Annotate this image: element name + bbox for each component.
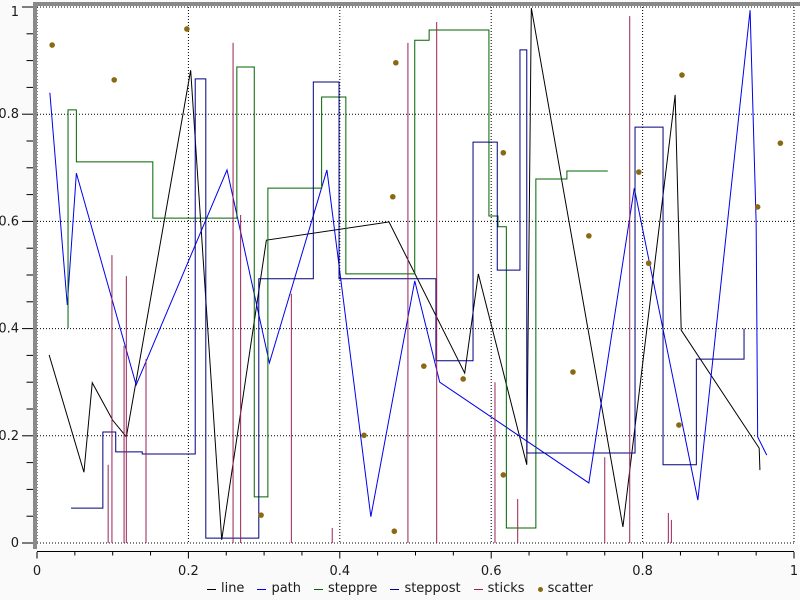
legend-label-line: line xyxy=(220,581,245,596)
legend-item-scatter: scatter xyxy=(537,581,594,597)
series-steppre xyxy=(67,29,608,529)
y-tick-label: 0.8 xyxy=(0,107,19,122)
y-tick-label: 1 xyxy=(11,5,19,20)
legend-label-sticks: sticks xyxy=(487,581,525,596)
x-tick-label: 0.8 xyxy=(632,564,653,579)
y-tick-label: 0.4 xyxy=(0,322,19,337)
legend-line-swatch xyxy=(206,588,216,590)
legend-scatter-dot-icon xyxy=(537,586,543,592)
series-path xyxy=(49,10,768,517)
x-axis: 0 0.2 0.4 0.6 0.8 1 xyxy=(33,551,798,579)
y-tick-label: 0.6 xyxy=(0,214,19,229)
x-tick-label: 1 xyxy=(790,564,798,579)
plot-legend: line path steppre steppost sticks scatte… xyxy=(0,581,800,597)
plot-area-background xyxy=(35,3,800,545)
y-tick-label: 0 xyxy=(11,536,19,551)
legend-label-scatter: scatter xyxy=(547,581,594,596)
legend-label-path: path xyxy=(271,581,301,596)
y-axis: 0 0.2 0.4 0.6 0.8 1 xyxy=(0,5,33,551)
x-tick-label: 0.6 xyxy=(481,564,502,579)
legend-label-steppost: steppost xyxy=(404,581,461,596)
series-line xyxy=(48,7,761,540)
legend-sticks-swatch xyxy=(473,588,483,590)
legend-label-steppre: steppre xyxy=(328,581,378,596)
legend-item-sticks: sticks xyxy=(473,581,525,597)
legend-item-steppost: steppost xyxy=(390,581,461,597)
series-scatter xyxy=(49,26,784,535)
legend-path-swatch xyxy=(257,588,267,590)
plot-frame xyxy=(33,2,800,549)
legend-steppre-swatch xyxy=(314,588,323,590)
legend-steppost-swatch xyxy=(390,588,400,590)
y-tick-label: 0.2 xyxy=(0,429,19,444)
x-tick-label: 0.4 xyxy=(329,564,350,579)
x-tick-label: 0 xyxy=(33,564,41,579)
legend-item-steppre: steppre xyxy=(314,581,377,597)
series-steppost xyxy=(71,49,745,539)
legend-item-path: path xyxy=(257,581,301,597)
series-sticks xyxy=(107,16,672,543)
x-tick-label: 0.2 xyxy=(178,564,199,579)
legend-item-line: line xyxy=(206,581,245,597)
